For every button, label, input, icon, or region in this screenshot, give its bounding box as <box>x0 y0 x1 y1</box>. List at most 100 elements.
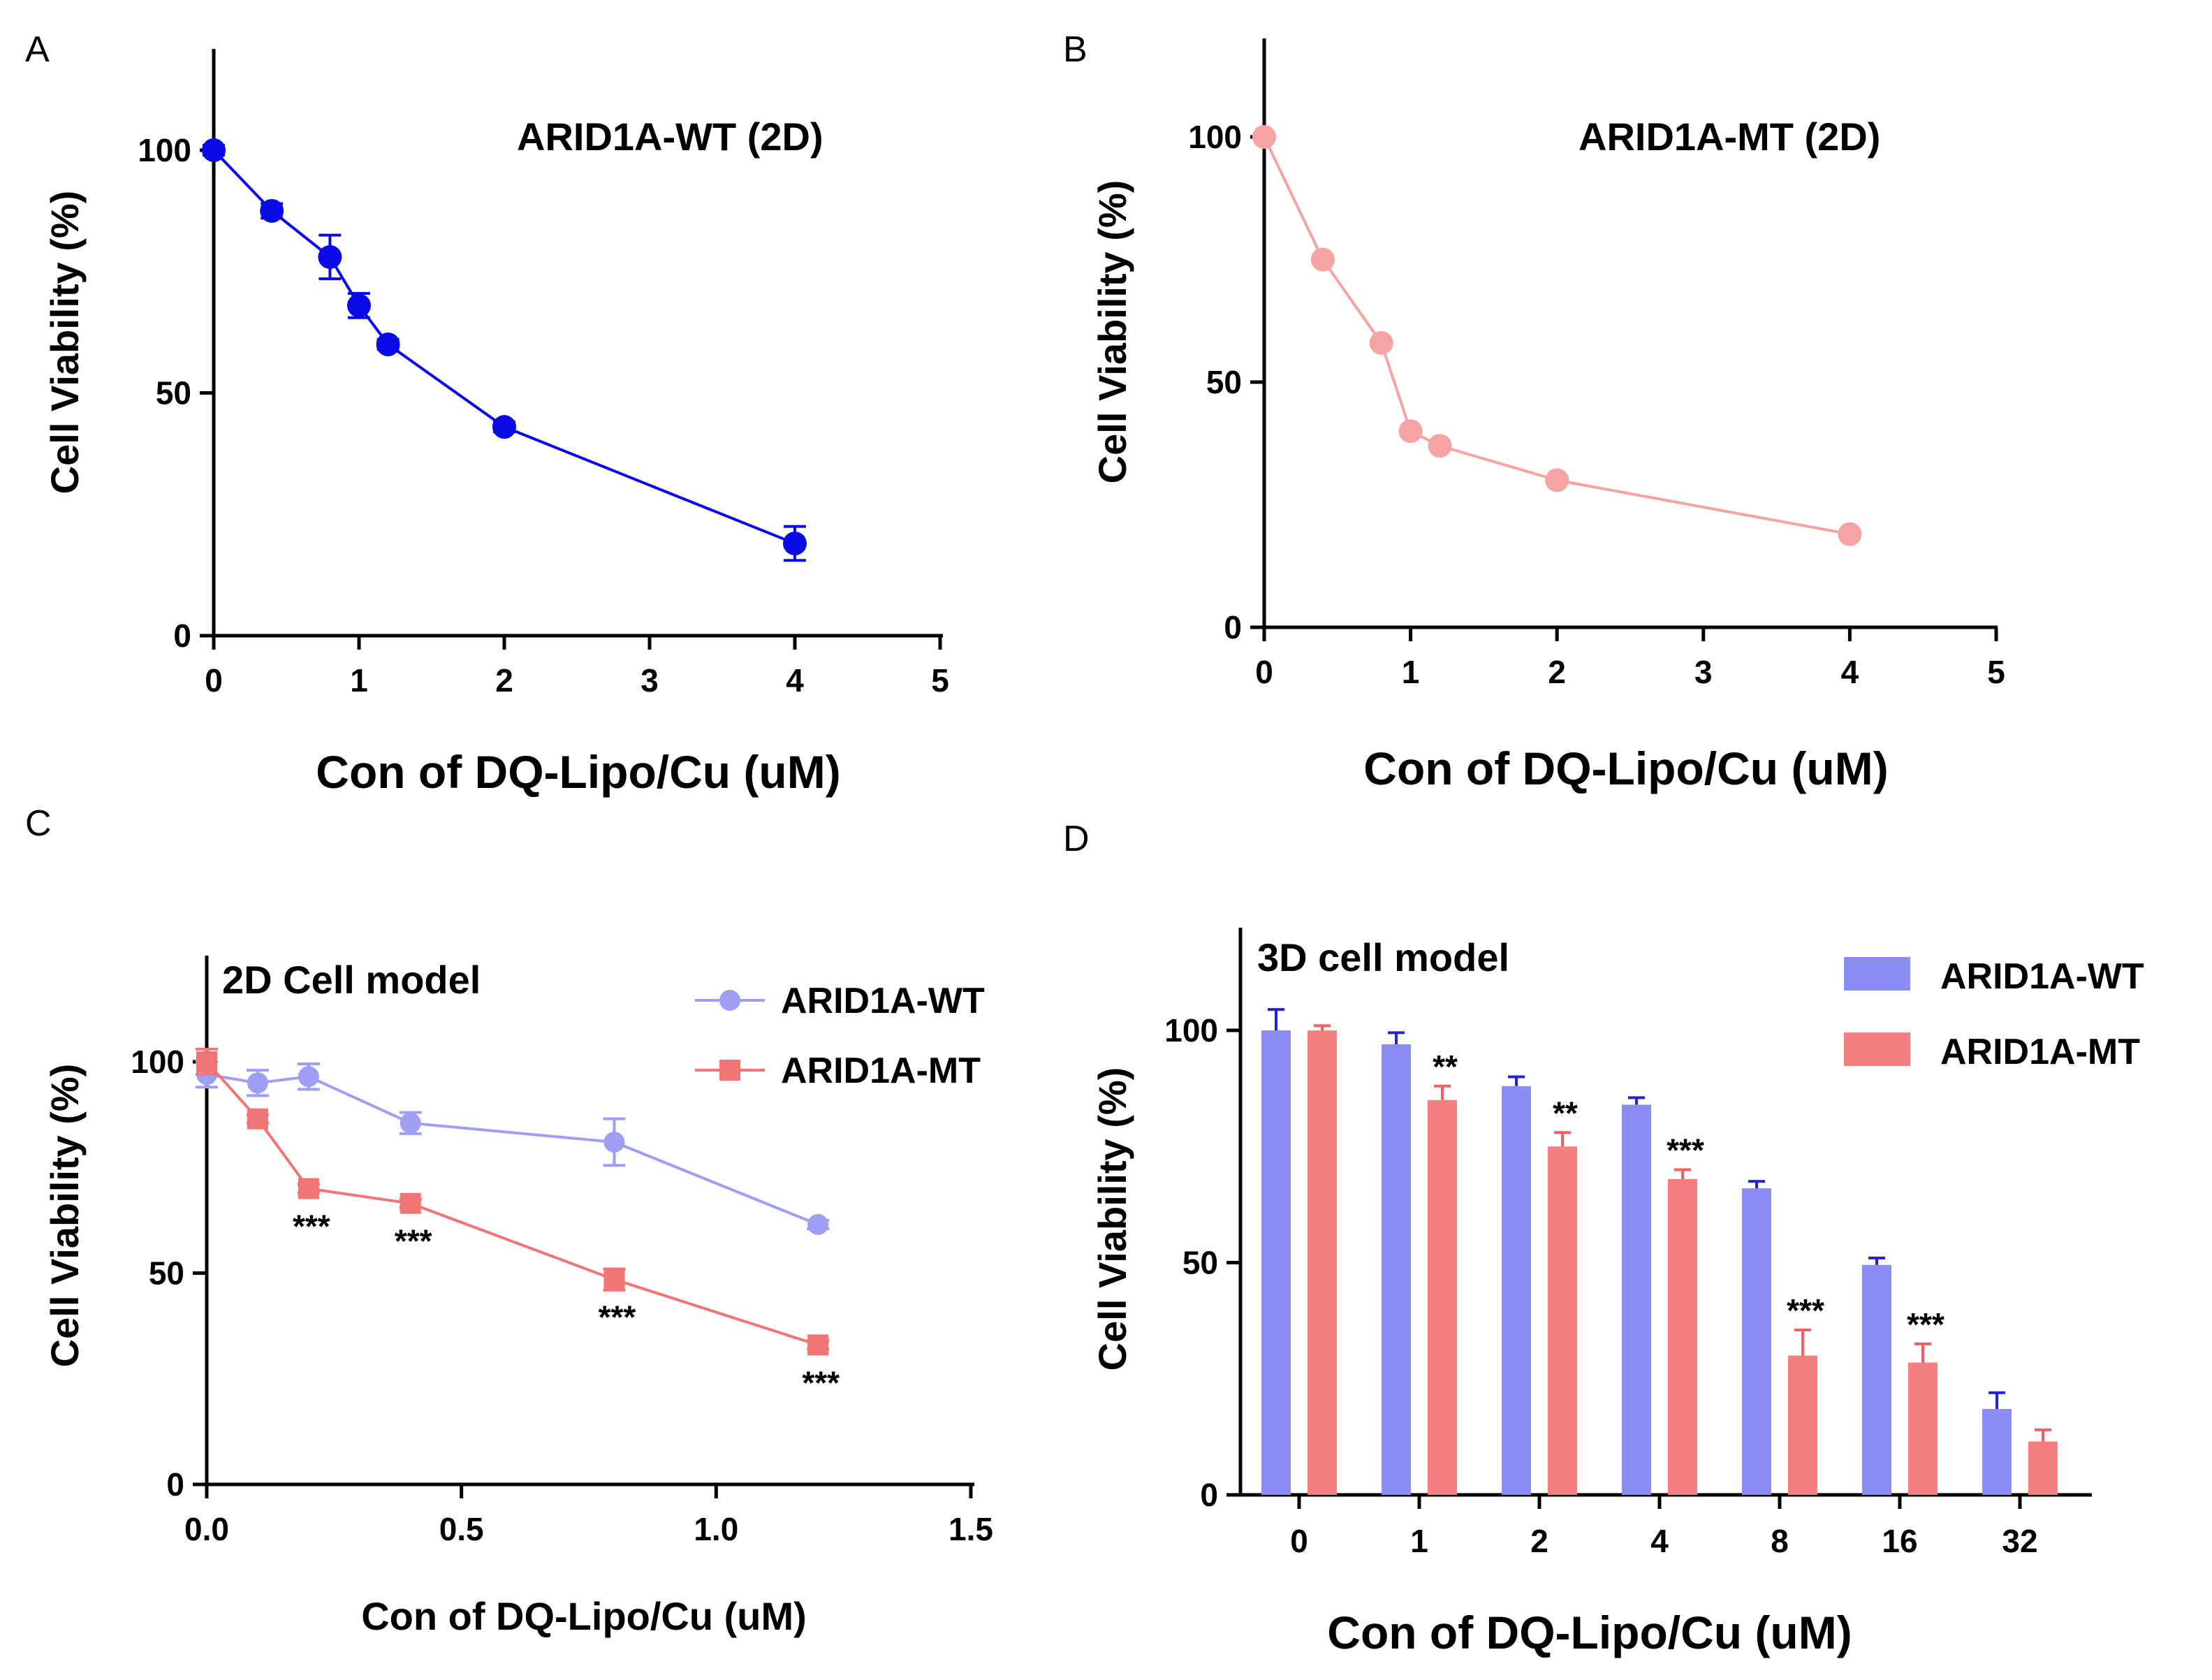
y-tick-label: 0 <box>166 1466 184 1503</box>
significance-label: *** <box>599 1299 636 1336</box>
x-tick-label: 0.0 <box>184 1511 229 1547</box>
x-tick-label: 0 <box>205 662 223 699</box>
data-point <box>1369 330 1393 355</box>
x-tick-label: 1 <box>1410 1523 1428 1559</box>
panel-c-y-title: Cell Viability (%) <box>43 1064 87 1368</box>
bar <box>1548 1146 1577 1495</box>
bar <box>2028 1441 2058 1495</box>
significance-label: *** <box>1907 1306 1944 1343</box>
bar <box>1428 1100 1457 1495</box>
x-tick-label: 16 <box>1882 1523 1917 1559</box>
panel-c-label: C <box>25 803 52 844</box>
bar <box>1502 1086 1531 1495</box>
legend-item-wt: ARID1A-WT <box>695 981 985 1021</box>
data-point <box>318 244 342 269</box>
x-tick-label: 2 <box>1548 654 1566 690</box>
significance-label: *** <box>293 1208 330 1245</box>
y-tick-label: 100 <box>138 132 191 168</box>
panel-a-title: ARID1A-WT (2D) <box>517 115 823 159</box>
data-point <box>807 1213 829 1235</box>
x-tick-label: 5 <box>931 662 949 699</box>
significance-label: *** <box>1787 1292 1824 1329</box>
x-tick-label: 0 <box>1255 654 1273 690</box>
data-point <box>1252 125 1276 149</box>
x-tick-label: 3 <box>1694 654 1713 690</box>
data-point <box>603 1269 625 1290</box>
x-tick-label: 2 <box>1530 1523 1548 1559</box>
legend-swatch-wt <box>1844 957 1910 991</box>
x-tick-label: 3 <box>640 662 659 699</box>
panel-c-x-title: Con of DQ-Lipo/Cu (uM) <box>361 1594 807 1638</box>
y-tick-label: 50 <box>149 1255 184 1292</box>
legend-item-mt: ARID1A-MT <box>1844 1032 2140 1072</box>
y-tick-label: 100 <box>131 1044 184 1080</box>
y-tick-label: 0 <box>1224 609 1242 645</box>
panel-d-bars: ********** *** <box>1261 1008 2058 1495</box>
panel-c-legend: ARID1A-WT ARID1A-MT <box>695 981 985 1091</box>
legend-label-mt: ARID1A-MT <box>1940 1032 2140 1072</box>
panel-d-x-title: Con of DQ-Lipo/Cu (uM) <box>1327 1607 1852 1658</box>
data-point <box>260 198 284 223</box>
panel-a-y-title: Cell Viability (%) <box>43 191 87 495</box>
y-tick-label: 100 <box>1164 1012 1218 1049</box>
bar <box>1982 1408 2012 1495</box>
data-point <box>603 1131 625 1153</box>
data-point <box>1310 247 1335 272</box>
x-tick-label: 4 <box>1841 654 1859 690</box>
panel-d-title: 3D cell model <box>1257 935 1509 979</box>
data-point <box>196 1051 217 1072</box>
series-line <box>212 149 796 545</box>
bar <box>1742 1188 1771 1495</box>
bar <box>1908 1362 1938 1495</box>
data-point <box>247 1108 268 1130</box>
data-point <box>1838 522 1862 546</box>
bar <box>1382 1044 1411 1495</box>
panel-a-x-title: Con of DQ-Lipo/Cu (uM) <box>316 746 840 798</box>
bar <box>1862 1264 1891 1495</box>
data-point <box>376 333 400 356</box>
data-point <box>347 293 371 318</box>
x-tick-label: 5 <box>1987 654 2005 690</box>
legend-marker-wt <box>719 990 740 1011</box>
panel-d: D 3D cell model Cell Viability (%) Con o… <box>1063 819 2144 1658</box>
x-tick-label: 1 <box>1402 654 1420 690</box>
x-tick-label: 8 <box>1771 1523 1789 1559</box>
significance-label: *** <box>1667 1132 1704 1169</box>
y-tick-label: 0 <box>173 618 191 654</box>
x-tick-label: 4 <box>1650 1523 1669 1559</box>
data-point <box>298 1066 319 1088</box>
legend-label-mt: ARID1A-MT <box>781 1051 981 1091</box>
significance-label: ** <box>1433 1049 1458 1085</box>
legend-swatch-mt <box>1844 1032 1910 1066</box>
data-point <box>400 1112 421 1134</box>
data-point <box>1398 419 1423 444</box>
x-tick-label: 2 <box>495 662 513 699</box>
y-tick-label: 50 <box>1182 1245 1218 1281</box>
bar <box>1261 1030 1291 1495</box>
y-tick-label: 0 <box>1200 1477 1218 1513</box>
panel-b-series <box>1252 125 1862 546</box>
panel-a-series <box>202 138 807 562</box>
panel-b: B ARID1A-MT (2D) Cell Viability (%) Con … <box>1063 29 2005 794</box>
x-tick-label: 1.5 <box>948 1511 993 1547</box>
panel-b-x-title: Con of DQ-Lipo/Cu (uM) <box>1363 743 1888 794</box>
panel-a-label: A <box>25 29 50 70</box>
y-tick-label: 50 <box>156 375 191 411</box>
data-point <box>400 1192 421 1214</box>
y-tick-label: 100 <box>1188 119 1242 155</box>
bar <box>1622 1104 1651 1495</box>
bar <box>1668 1178 1697 1495</box>
legend-item-mt: ARID1A-MT <box>695 1051 981 1091</box>
data-point <box>298 1178 319 1199</box>
data-point <box>1545 468 1569 492</box>
legend-marker-mt <box>719 1060 740 1081</box>
panel-d-label: D <box>1063 819 1090 859</box>
x-tick-label: 1.0 <box>694 1511 738 1547</box>
data-point <box>247 1072 268 1094</box>
data-point <box>1428 434 1452 458</box>
series-line <box>205 1060 819 1347</box>
data-point <box>202 138 226 162</box>
